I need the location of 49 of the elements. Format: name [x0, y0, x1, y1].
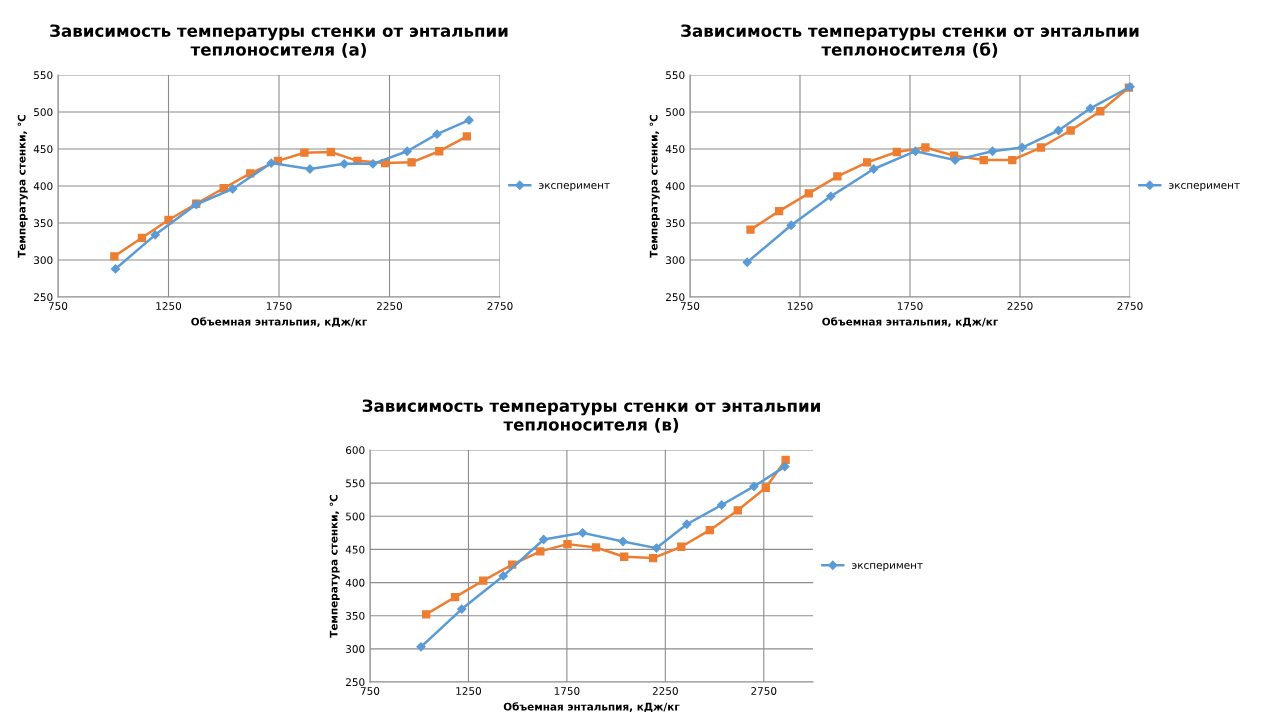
y-tick-label: 600	[345, 446, 365, 455]
x-tick-label: 1750	[554, 687, 580, 695]
y-tick-label: 550	[666, 71, 685, 80]
y-tick-label: 300	[666, 256, 685, 265]
y-tick-label: 300	[34, 256, 53, 265]
y-tick-label: 550	[346, 479, 365, 488]
x-tick-label: 1750	[897, 302, 923, 310]
x-axis-title: Объемная энтальпия, кДж/кг	[503, 702, 680, 713]
x-tick-label: 1250	[156, 302, 182, 310]
legend-label: эксперимент	[1169, 183, 1240, 192]
y-tick-label: 450	[345, 545, 365, 554]
y-axis-title: Температура стенки, ℃	[649, 114, 660, 258]
y-tick-label: 500	[34, 108, 53, 117]
x-tick-label: 750	[48, 302, 68, 310]
y-tick-label: 550	[34, 71, 53, 80]
y-tick-label: 350	[666, 219, 685, 228]
legend-label: эксперимент	[852, 563, 923, 572]
x-tick-label: 2750	[751, 687, 777, 695]
x-tick-label: 2250	[1007, 302, 1033, 310]
y-tick-label: 500	[346, 512, 365, 521]
y-tick-label: 400	[33, 182, 53, 191]
y-tick-label: 250	[34, 293, 53, 302]
x-tick-label: 2250	[377, 302, 403, 310]
y-tick-label: 400	[665, 182, 685, 191]
y-tick-label: 450	[33, 145, 53, 154]
x-tick-label: 1750	[266, 302, 292, 310]
y-tick-label: 350	[34, 219, 53, 228]
y-tick-label: 500	[666, 108, 685, 117]
legend-label: эксперимент	[539, 183, 610, 192]
chart-title: Зависимость температуры стенки от энтальпии теплоносителя (б)	[681, 24, 1139, 58]
y-tick-label: 300	[346, 645, 365, 653]
chart-title: Зависимость температуры стенки от энтальпии теплоносителя (в)	[362, 399, 820, 433]
y-tick-label: 250	[666, 293, 685, 302]
x-tick-label: 2750	[487, 302, 513, 310]
y-tick-label: 350	[346, 611, 365, 620]
x-tick-label: 1250	[456, 687, 482, 695]
y-axis-title: Температура стенки, ℃	[329, 494, 340, 638]
x-tick-label: 2750	[1117, 302, 1143, 310]
y-tick-label: 400	[345, 578, 365, 587]
y-tick-label: 250	[346, 678, 365, 687]
x-tick-label: 750	[680, 302, 700, 310]
x-tick-label: 2250	[652, 687, 678, 695]
x-axis-title: Объемная энтальпия, кДж/кг	[191, 317, 368, 328]
y-tick-label: 450	[665, 145, 685, 154]
x-tick-label: 1250	[787, 302, 813, 310]
x-axis-title: Объемная энтальпия, кДж/кг	[822, 317, 999, 328]
chart-title: Зависимость температуры стенки от энтальпии теплоносителя (а)	[50, 24, 508, 58]
y-axis-title: Температура стенки, ℃	[17, 114, 28, 258]
x-tick-label: 750	[360, 687, 380, 695]
